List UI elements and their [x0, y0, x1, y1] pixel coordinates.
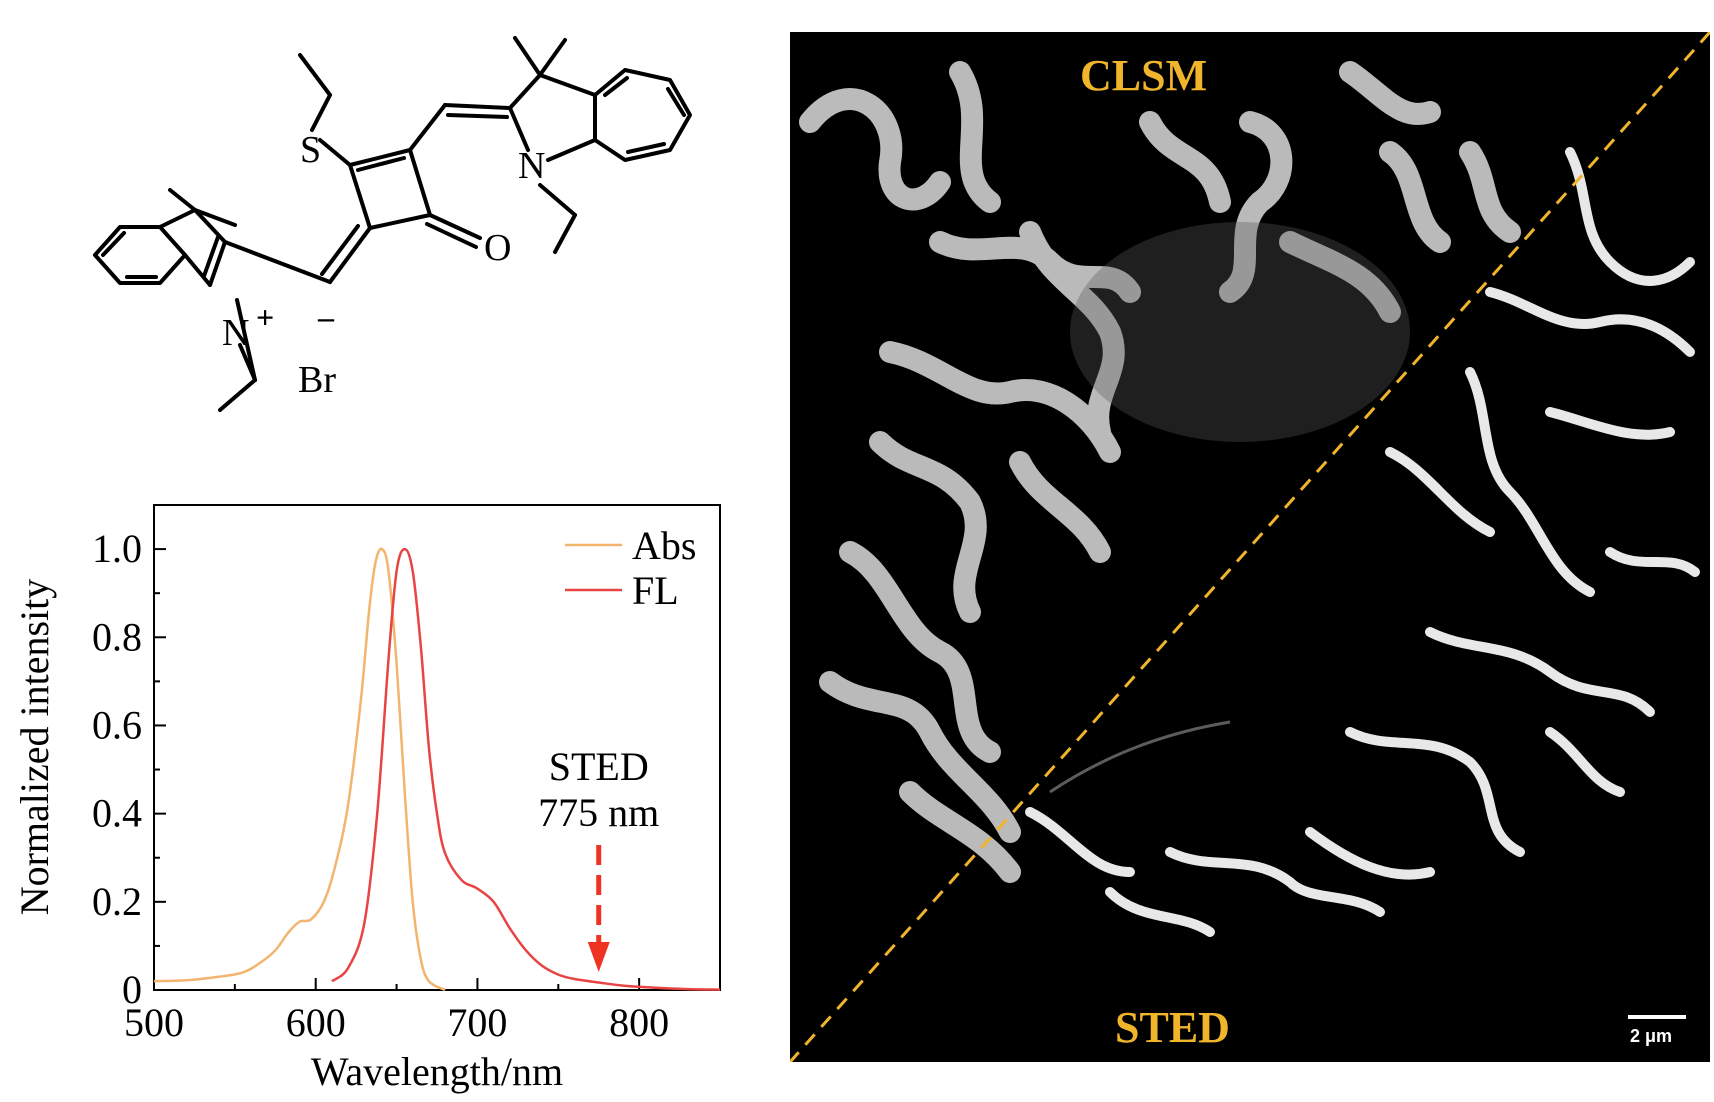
y-tick-label: 0.2: [92, 879, 142, 924]
y-tick-label: 0.6: [92, 702, 142, 747]
sted-halo: [1049, 720, 1231, 794]
annotation-arrow-head: [587, 942, 610, 972]
x-tick-label: 800: [609, 1000, 669, 1045]
microscopy-image: CLSM STED 2 μm: [790, 32, 1710, 1062]
y-tick-label: 0: [122, 967, 142, 1012]
annotation-line1: STED: [549, 744, 649, 789]
legend-label-fl: FL: [632, 568, 679, 613]
x-axis-label: Wavelength/nm: [311, 1049, 563, 1094]
clsm-region-structures: [799, 61, 1521, 883]
annotation-line2: 775 nm: [538, 790, 659, 835]
chemical-structure: S O N N + – Br: [93, 36, 692, 412]
y-tick-label: 0.4: [92, 791, 142, 836]
x-tick-label: 700: [447, 1000, 507, 1045]
y-tick-label: 1.0: [92, 526, 142, 571]
nitrogen-top-label: N: [518, 145, 545, 187]
structure-bonds: [93, 36, 692, 412]
scale-bar-label: 2 μm: [1630, 1026, 1673, 1046]
mitochondria-image: [790, 32, 1710, 1062]
negative-charge-label: –: [317, 299, 335, 335]
sted-label: STED: [1115, 1003, 1230, 1052]
sulfur-atom-label: S: [300, 129, 321, 171]
legend-label-abs: Abs: [632, 523, 696, 568]
series-line-abs: [153, 547, 446, 992]
x-tick-label: 500: [124, 1000, 184, 1045]
y-tick-label: 0.8: [92, 614, 142, 659]
sted-region-structures: [1025, 147, 1700, 937]
y-axis-label: Normalized intensity: [12, 579, 57, 916]
data-series: [153, 547, 721, 992]
x-tick-label: 600: [286, 1000, 346, 1045]
plot-frame: [153, 504, 721, 991]
clsm-faint-haze: [1070, 222, 1410, 442]
clsm-label: CLSM: [1080, 51, 1208, 100]
series-line-fl: [331, 547, 721, 991]
nitrogen-bottom-label: N: [222, 312, 249, 354]
positive-charge-label: +: [256, 299, 274, 335]
axis-ticks: 500 600 700 800 0 0.2 0.4 0.6 0.8 1.0: [92, 504, 669, 1045]
counterion-label: Br: [298, 359, 336, 401]
oxygen-atom-label: O: [484, 227, 511, 269]
